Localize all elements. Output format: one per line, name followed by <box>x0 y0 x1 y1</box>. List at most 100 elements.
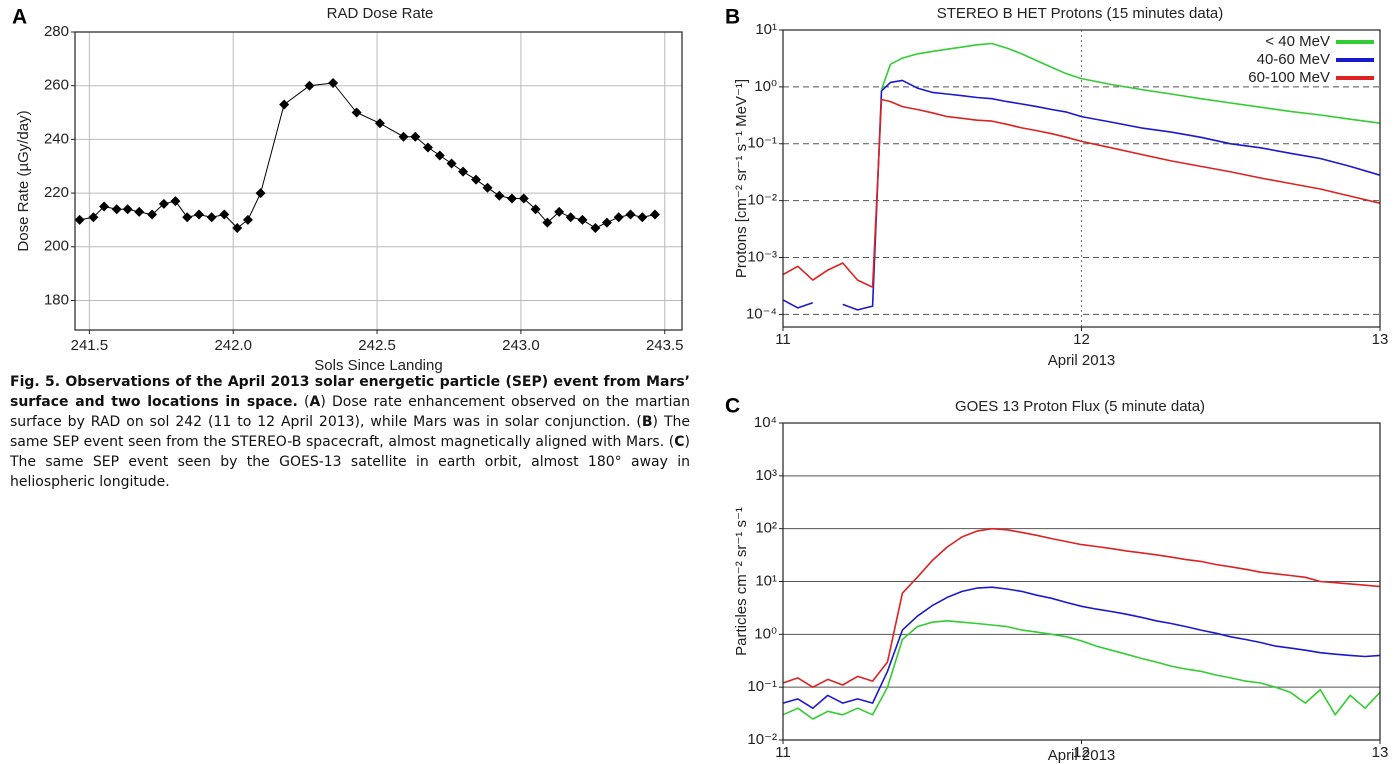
y-tick-label: 10⁰ <box>754 625 777 642</box>
data-point <box>625 209 636 220</box>
panel-label: B <box>725 6 740 29</box>
data-point <box>99 201 110 212</box>
x-tick-label: 12 <box>1073 744 1090 761</box>
data-point <box>134 206 145 217</box>
caption-text: ) The same SEP event seen from the STERE… <box>10 414 690 450</box>
y-tick-label: 10⁴ <box>754 414 777 431</box>
caption-text: ) Dose rate enhancement observed on the … <box>10 394 690 430</box>
data-point <box>649 209 660 220</box>
series-line <box>782 586 1381 709</box>
data-point <box>471 174 482 185</box>
data-point <box>255 188 266 199</box>
panel-label: A <box>12 6 27 29</box>
plot-frame <box>782 422 1381 741</box>
y-tick-label: 10⁻⁴ <box>746 305 777 322</box>
y-tick-label: 180 <box>44 291 69 308</box>
data-point <box>637 212 648 223</box>
data-point <box>206 212 217 223</box>
series-line <box>782 620 1381 720</box>
y-tick-label: 280 <box>44 23 69 40</box>
y-tick-label: 10¹ <box>755 21 777 38</box>
y-axis-label: Dose Rate (µGy/day) <box>15 110 32 251</box>
data-point <box>279 99 290 110</box>
data-point <box>554 206 565 217</box>
data-point <box>590 222 601 233</box>
data-point <box>422 142 433 153</box>
x-tick-label: 243.5 <box>646 337 684 354</box>
y-tick-label: 10³ <box>755 467 777 484</box>
x-tick-label: 243.0 <box>502 337 540 354</box>
series-line <box>782 79 1381 311</box>
y-tick-label: 10⁻¹ <box>747 135 777 152</box>
data-point <box>601 217 612 228</box>
caption-text: B <box>641 414 653 430</box>
chart-title: RAD Dose Rate <box>327 5 434 22</box>
y-tick-label: 240 <box>44 130 69 147</box>
y-tick-label: 10⁻³ <box>747 248 777 265</box>
data-point <box>328 78 339 89</box>
caption-text: ) The same SEP event seen by the GOES-13… <box>10 434 690 490</box>
x-tick-label: 242.0 <box>214 337 252 354</box>
caption-text: ( <box>297 394 310 410</box>
data-point <box>351 107 362 118</box>
y-axis-label: Particles cm⁻² sr⁻¹ s⁻¹ <box>733 507 750 656</box>
data-point <box>374 118 385 129</box>
plot-frame <box>782 29 1381 328</box>
caption-text: C <box>674 434 685 450</box>
plot-area <box>783 30 1380 327</box>
data-point <box>232 222 243 233</box>
data-point <box>88 212 99 223</box>
x-tick-label: 241.5 <box>71 337 109 354</box>
caption: Fig. 5. Observations of the April 2013 s… <box>10 372 690 492</box>
y-tick-label: 10² <box>755 520 777 537</box>
y-tick-label: 10⁻¹ <box>747 678 777 695</box>
legend-label: 60-100 MeV <box>1248 69 1330 86</box>
x-tick-label: 242.5 <box>358 337 396 354</box>
data-point <box>122 204 133 215</box>
data-point <box>410 131 421 142</box>
y-tick-label: 220 <box>44 184 69 201</box>
y-tick-label: 10⁰ <box>754 78 777 95</box>
data-point <box>458 166 469 177</box>
panel-label: C <box>725 395 740 418</box>
caption-title: Fig. 5. Observations of the April 2013 s… <box>10 374 690 410</box>
x-tick-label: 13 <box>1372 331 1389 348</box>
data-point <box>494 190 505 201</box>
data-point <box>482 182 493 193</box>
x-tick-label: 13 <box>1372 744 1389 761</box>
chart-title: STEREO B HET Protons (15 minutes data) <box>937 5 1224 22</box>
data-point <box>182 212 193 223</box>
plot-area <box>75 32 682 330</box>
series-line <box>782 527 1381 688</box>
data-point <box>434 150 445 161</box>
legend-label: < 40 MeV <box>1265 33 1330 50</box>
data-point <box>74 214 85 225</box>
chart-title: GOES 13 Proton Flux (5 minute data) <box>955 398 1205 415</box>
data-point <box>446 158 457 169</box>
legend-label: 40-60 MeV <box>1257 51 1330 68</box>
data-point <box>542 217 553 228</box>
data-point <box>398 131 409 142</box>
data-point <box>170 196 181 207</box>
series-line <box>782 98 1381 288</box>
x-tick-label: 12 <box>1073 331 1090 348</box>
plot-frame <box>74 31 683 331</box>
y-axis-label: Protons [cm⁻² sr⁻¹ s⁻¹ MeV⁻¹] <box>733 79 750 278</box>
x-tick-label: 11 <box>775 331 791 348</box>
data-point <box>193 209 204 220</box>
data-point <box>111 204 122 215</box>
data-point <box>147 209 158 220</box>
caption-text: A <box>309 394 321 410</box>
data-point <box>613 212 624 223</box>
data-point <box>304 80 315 91</box>
y-tick-label: 200 <box>44 238 69 255</box>
x-axis-label: Sols Since Landing <box>314 357 442 374</box>
y-tick-label: 10¹ <box>755 572 777 589</box>
y-tick-label: 10⁻² <box>747 192 777 209</box>
data-point <box>530 204 541 215</box>
data-point <box>219 209 230 220</box>
x-tick-label: 11 <box>775 744 791 761</box>
series-line <box>880 42 1381 124</box>
data-point <box>158 198 169 209</box>
